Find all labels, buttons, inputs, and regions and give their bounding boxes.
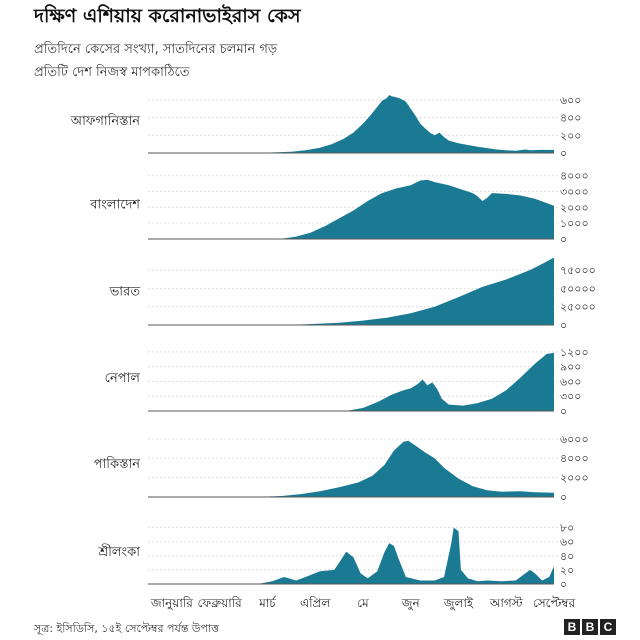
- source-note: সূত্র: ইসিডিসি, ১৫ই সেপ্টেম্বর পর্যন্ত উ…: [34, 622, 220, 635]
- chart-subtitle-note: প্রতিটি দেশ নিজস্ব মাপকাঠিতে: [34, 65, 190, 80]
- y-tick-label: ৪০০: [560, 112, 581, 125]
- y-tick-label: ৪০০০: [560, 170, 589, 183]
- x-tick-label: ফেব্রুয়ারি: [198, 596, 243, 610]
- y-tick-label: ৬০০০: [560, 433, 589, 446]
- y-tick-label: ০: [560, 233, 567, 246]
- y-tick-label: ২৫০০০: [560, 301, 596, 314]
- x-tick-label: মে: [357, 596, 369, 610]
- x-tick-label: সেপ্টেম্বর: [533, 596, 576, 610]
- series-label: শ্রীলংকা: [97, 544, 140, 560]
- y-tick-label: ০: [560, 405, 567, 418]
- series-label: বাংলাদেশ: [89, 197, 140, 212]
- y-tick-label: ৫০০০০: [560, 282, 596, 295]
- y-tick-label: ২০০০: [560, 472, 589, 485]
- series-area: [148, 352, 554, 411]
- series-area: [148, 440, 554, 497]
- chart-title: দক্ষিণ এশিয়ায় করোনাভাইরাস কেস: [34, 5, 301, 27]
- y-tick-label: ৩০০: [560, 390, 581, 403]
- x-tick-label: মার্চ: [258, 596, 277, 610]
- bbc-logo: B B C: [564, 619, 616, 635]
- y-tick-label: ৪০: [560, 550, 574, 563]
- y-tick-label: ১০০০: [560, 217, 589, 230]
- series-area: [148, 179, 554, 239]
- series-area: [148, 257, 554, 325]
- series-label: নেপাল: [105, 371, 141, 386]
- y-tick-label: ২০০: [560, 129, 581, 142]
- series-label: ভারত: [109, 284, 141, 299]
- series-area: [148, 527, 554, 584]
- series-area: [148, 95, 554, 153]
- y-tick-label: ০: [560, 491, 567, 504]
- logo-letter: B: [564, 619, 580, 635]
- chart-subtitle: প্রতিদিনে কেসের সংখ্যা, সাতদিনের চলমান গ…: [34, 42, 278, 57]
- x-tick-label: এপ্রিল: [300, 596, 332, 610]
- x-tick-label: আগস্ট: [489, 596, 524, 610]
- y-tick-label: ২০০০: [560, 201, 589, 214]
- y-tick-label: ৬০০: [560, 94, 581, 107]
- series-label: আফগানিস্তান: [70, 113, 141, 129]
- logo-letter: B: [582, 619, 598, 635]
- y-tick-label: ৬০০: [560, 375, 581, 388]
- y-tick-label: ১২০০: [560, 346, 589, 359]
- y-tick-label: ২০: [560, 564, 574, 577]
- logo-letter: C: [600, 619, 616, 635]
- y-tick-label: ৮০: [560, 522, 574, 535]
- x-tick-label: জুলাই: [443, 596, 474, 611]
- y-tick-label: ০: [560, 578, 567, 591]
- y-tick-label: ৯০০: [560, 361, 581, 374]
- x-tick-label: জানুয়ারি: [150, 596, 193, 611]
- y-tick-label: ৭৫০০০: [560, 264, 596, 277]
- x-tick-label: জুন: [401, 596, 421, 611]
- y-tick-label: ৬০: [560, 536, 574, 549]
- y-tick-label: ৪০০০: [560, 452, 589, 465]
- y-tick-label: ৩০০০: [560, 186, 589, 199]
- series-label: পাকিস্তান: [94, 456, 141, 472]
- y-tick-label: ০: [560, 147, 567, 160]
- y-tick-label: ০: [560, 319, 567, 332]
